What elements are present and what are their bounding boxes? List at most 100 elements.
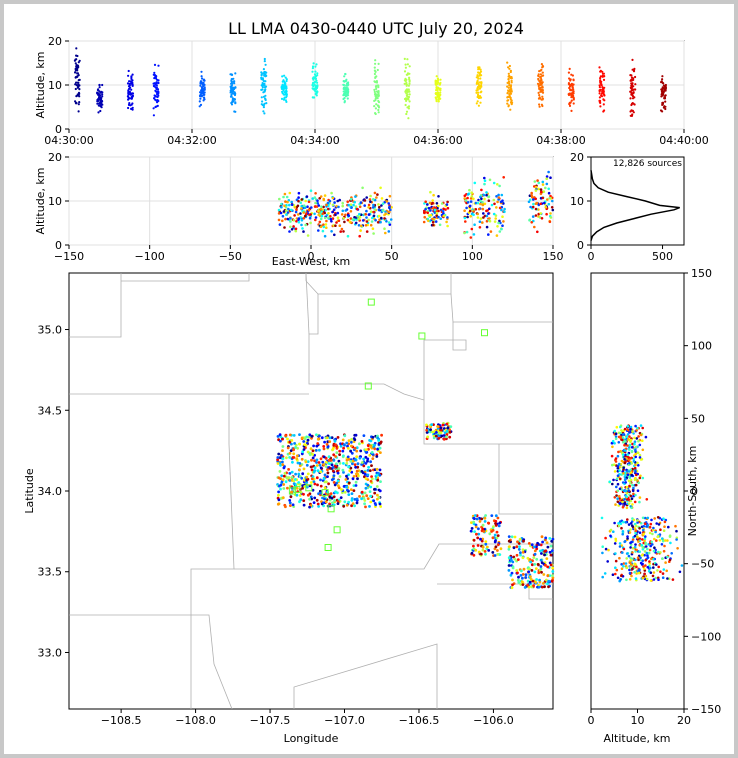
ns-source-point bbox=[666, 539, 669, 542]
map-source-point bbox=[379, 505, 383, 508]
time-source-point bbox=[405, 84, 408, 87]
map-source-point bbox=[308, 497, 311, 501]
time-source-point bbox=[404, 80, 407, 83]
time-source-point bbox=[202, 85, 205, 88]
map-source-point bbox=[543, 585, 546, 589]
ns-source-point bbox=[631, 430, 634, 433]
ns-source-point bbox=[625, 566, 629, 570]
map-source-point bbox=[379, 440, 383, 444]
ns-source-point bbox=[653, 517, 656, 520]
map-source-point bbox=[508, 545, 511, 548]
map-source-point bbox=[311, 475, 315, 478]
ns-source-point bbox=[651, 543, 654, 546]
ew-source-point bbox=[539, 190, 543, 194]
time-source-point bbox=[509, 86, 512, 89]
ew-source-point bbox=[368, 198, 372, 201]
time-source-point bbox=[408, 90, 411, 93]
map-source-point bbox=[317, 461, 321, 464]
map-source-point bbox=[296, 446, 299, 450]
map-source-point bbox=[282, 466, 286, 470]
ns-source-point bbox=[614, 432, 618, 436]
ns-source-point bbox=[630, 574, 633, 578]
map-source-point bbox=[277, 476, 281, 480]
ew-source-point bbox=[330, 220, 333, 223]
ew-source-point bbox=[308, 216, 312, 220]
county-boundary bbox=[69, 273, 122, 338]
time-source-point bbox=[284, 85, 287, 89]
map-source-point bbox=[295, 487, 299, 490]
map-source-point bbox=[305, 463, 309, 467]
ew-source-point bbox=[326, 201, 330, 205]
ew-source-point bbox=[341, 201, 345, 205]
map-source-point bbox=[315, 461, 318, 464]
ew-source-point bbox=[488, 178, 492, 182]
map-source-point bbox=[511, 583, 514, 587]
time-source-point bbox=[156, 101, 159, 104]
ns-source-point bbox=[662, 517, 665, 520]
map-source-point bbox=[546, 545, 550, 549]
ew-source-point bbox=[300, 204, 304, 208]
time-source-point bbox=[346, 82, 349, 85]
time-source-point bbox=[127, 103, 131, 106]
map-source-point bbox=[333, 483, 337, 487]
map-source-point bbox=[511, 560, 515, 564]
county-boundary bbox=[121, 273, 250, 282]
ew-source-point bbox=[544, 205, 548, 209]
ew-source-point bbox=[534, 185, 538, 189]
map-source-point bbox=[315, 433, 318, 437]
ns-source-point bbox=[629, 494, 633, 498]
map-source-point bbox=[292, 434, 296, 437]
ew-source-point bbox=[547, 202, 551, 206]
ew-source-point bbox=[295, 208, 298, 211]
ew-source-point bbox=[548, 220, 552, 224]
county-boundary bbox=[305, 273, 452, 295]
time-source-point bbox=[439, 78, 442, 81]
map-source-point bbox=[493, 533, 497, 537]
time-source-point bbox=[234, 72, 237, 75]
time-source-point bbox=[316, 81, 319, 84]
time-source-point bbox=[234, 110, 237, 113]
map-source-point bbox=[353, 463, 357, 466]
ns-source-point bbox=[618, 487, 622, 491]
time-source-point bbox=[375, 103, 378, 106]
ew-source-point bbox=[324, 208, 328, 212]
ew-source-point bbox=[342, 217, 345, 220]
map-source-point bbox=[322, 447, 326, 451]
map-source-point bbox=[376, 478, 380, 482]
ns-source-point bbox=[646, 556, 650, 559]
ew-source-point bbox=[438, 223, 442, 227]
map-source-point bbox=[370, 464, 373, 467]
ns-source-point bbox=[641, 538, 644, 541]
map-source-point bbox=[379, 451, 382, 454]
time-source-point bbox=[661, 78, 664, 81]
ns-source-point bbox=[651, 532, 654, 536]
ns-source-point bbox=[625, 506, 629, 510]
ns-source-point bbox=[619, 432, 622, 435]
ns-source-point bbox=[644, 535, 647, 538]
ew-source-point bbox=[277, 218, 281, 222]
ew-source-point bbox=[483, 214, 487, 218]
ew-source-point bbox=[431, 217, 434, 221]
ns-source-point bbox=[620, 563, 623, 566]
time-source-point bbox=[284, 76, 287, 79]
map-source-point bbox=[498, 521, 502, 525]
time-source-point bbox=[262, 68, 265, 71]
map-source-point bbox=[436, 425, 439, 428]
map-source-point bbox=[534, 581, 538, 584]
time-source-point bbox=[476, 95, 479, 99]
time-source-point bbox=[98, 102, 101, 105]
lma-station-marker bbox=[418, 332, 426, 340]
map-source-point bbox=[479, 537, 482, 541]
time-source-point bbox=[76, 75, 79, 78]
ew-source-point bbox=[468, 209, 472, 213]
map-ylabel: Latitude bbox=[23, 468, 36, 514]
ew-source-point bbox=[385, 200, 389, 203]
ns-source-point bbox=[657, 550, 660, 554]
ns-source-point bbox=[663, 525, 666, 528]
ns-source-point bbox=[615, 477, 619, 481]
map-source-point bbox=[348, 469, 352, 473]
ew-source-point bbox=[322, 225, 326, 229]
time-source-point bbox=[131, 102, 134, 105]
ew-source-point bbox=[329, 217, 333, 221]
time-source-point bbox=[630, 87, 633, 90]
